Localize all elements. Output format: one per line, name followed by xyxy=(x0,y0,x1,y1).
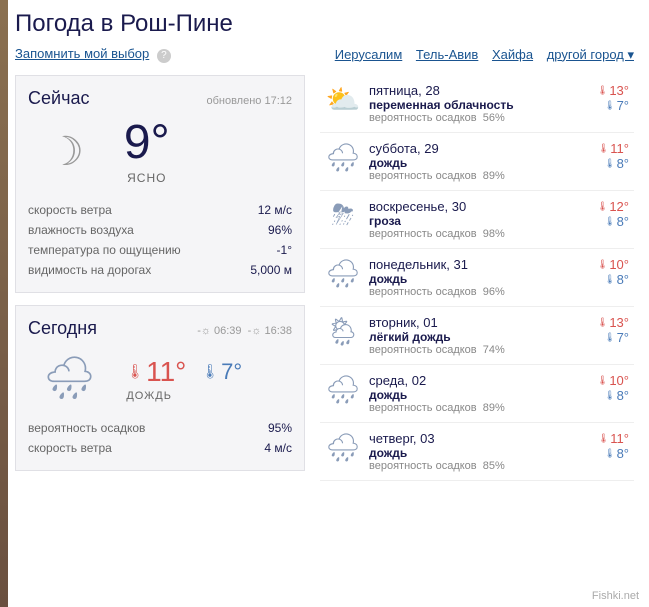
forecast-lo: 🌡8° xyxy=(597,272,629,287)
sunset: ☼ 16:38 xyxy=(251,325,292,337)
forecast-hi: 🌡13° xyxy=(597,315,629,330)
forecast-prob: вероятность осадков 89% xyxy=(369,170,590,182)
forecast-condition: переменная облачность xyxy=(369,98,589,112)
header: Погода в Рош-Пине xyxy=(15,10,634,38)
city-links: Иерусалим Тель-Авив Хайфа другой город ▾ xyxy=(325,47,634,63)
left-edge-decoration xyxy=(0,0,8,607)
city-link-jerusalem[interactable]: Иерусалим xyxy=(335,47,403,62)
today-condition: дождь xyxy=(126,390,242,402)
forecast-lo: 🌡7° xyxy=(597,98,629,113)
forecast-prob: вероятность осадков 98% xyxy=(369,228,589,240)
forecast-date: суббота, 29 xyxy=(369,141,590,156)
now-temp: 9° xyxy=(124,119,170,167)
forecast-condition: дождь xyxy=(369,446,590,460)
now-title: Сейчас xyxy=(28,88,89,109)
forecast-date: пятница, 28 xyxy=(369,83,589,98)
forecast-lo: 🌡8° xyxy=(598,446,629,461)
detail-visibility: видимость на дорогах5,000 м xyxy=(28,260,292,280)
forecast-prob: вероятность осадков 89% xyxy=(369,402,589,414)
forecast-lo: 🌡7° xyxy=(597,330,629,345)
rain-icon: 🌧 xyxy=(43,354,96,403)
forecast-day[interactable]: ⛅ пятница, 28переменная облачностьвероятн… xyxy=(320,75,634,133)
city-link-telaviv[interactable]: Тель-Авив xyxy=(416,47,478,62)
forecast-column: ⛅пятница, 28переменная облачностьвероятн… xyxy=(320,75,634,483)
moon-icon: ☽ xyxy=(48,129,84,175)
today-title: Сегодня xyxy=(28,318,97,339)
weather-widget: Погода в Рош-Пине Запомнить мой выбор ? … xyxy=(0,0,649,493)
forecast-lo: 🌡8° xyxy=(597,388,629,403)
page-title: Погода в Рош-Пине xyxy=(15,10,634,38)
detail-precip: вероятность осадков95% xyxy=(28,418,292,438)
weather-icon: 🌧 xyxy=(325,257,361,290)
remember-link[interactable]: Запомнить мой выбор xyxy=(15,46,149,61)
forecast-day[interactable]: 🌧 суббота, 29дождьвероятность осадков 89%… xyxy=(320,133,634,191)
detail-wind: скорость ветра12 м/с xyxy=(28,200,292,220)
weather-icon: ⛈ xyxy=(325,199,361,232)
now-condition: ясно xyxy=(124,171,170,185)
left-column: Сейчас обновлено 17:12 ☽ 9° ясно скорост… xyxy=(15,75,305,483)
today-card: Сегодня -☼ 06:39 -☼ 16:38 🌧 🌡11° 🌡7° дож… xyxy=(15,305,305,471)
help-icon[interactable]: ? xyxy=(157,49,171,63)
today-hi: 11° xyxy=(146,356,186,388)
thermometer-lo-icon: 🌡 xyxy=(201,363,219,380)
forecast-day[interactable]: 🌧 понедельник, 31дождьвероятность осадков… xyxy=(320,249,634,307)
detail-feels: температура по ощущению-1° xyxy=(28,240,292,260)
forecast-day[interactable]: 🌧 среда, 02дождьвероятность осадков 89% 🌡1… xyxy=(320,365,634,423)
forecast-prob: вероятность осадков 85% xyxy=(369,460,590,472)
main-content: Сейчас обновлено 17:12 ☽ 9° ясно скорост… xyxy=(15,75,634,483)
weather-icon: 🌦 xyxy=(325,315,361,348)
forecast-day[interactable]: 🌦 вторник, 01лёгкий дождьвероятность осад… xyxy=(320,307,634,365)
forecast-hi: 🌡10° xyxy=(597,373,629,388)
city-link-haifa[interactable]: Хайфа xyxy=(492,47,533,62)
city-link-other[interactable]: другой город ▾ xyxy=(547,47,634,62)
today-details: вероятность осадков95% скорость ветра4 м… xyxy=(28,418,292,458)
forecast-condition: дождь xyxy=(369,156,590,170)
forecast-date: среда, 02 xyxy=(369,373,589,388)
forecast-lo: 🌡8° xyxy=(597,214,629,229)
forecast-prob: вероятность осадков 74% xyxy=(369,344,589,356)
forecast-day[interactable]: ⛈ воскресенье, 30грозавероятность осадков… xyxy=(320,191,634,249)
forecast-hi: 🌡11° xyxy=(598,141,629,156)
forecast-date: четверг, 03 xyxy=(369,431,590,446)
now-details: скорость ветра12 м/с влажность воздуха96… xyxy=(28,200,292,280)
detail-humidity: влажность воздуха96% xyxy=(28,220,292,240)
watermark: Fishki.net xyxy=(592,590,639,602)
updated-time: обновлено 17:12 xyxy=(206,95,292,107)
forecast-condition: дождь xyxy=(369,388,589,402)
forecast-date: вторник, 01 xyxy=(369,315,589,330)
forecast-condition: лёгкий дождь xyxy=(369,330,589,344)
weather-icon: ⛅ xyxy=(325,83,361,116)
forecast-date: воскресенье, 30 xyxy=(369,199,589,214)
forecast-condition: гроза xyxy=(369,214,589,228)
detail-today-wind: скорость ветра4 м/с xyxy=(28,438,292,458)
subheader: Запомнить мой выбор ? Иерусалим Тель-Ави… xyxy=(15,46,634,63)
forecast-hi: 🌡10° xyxy=(597,257,629,272)
weather-icon: 🌧 xyxy=(325,141,361,174)
weather-icon: 🌧 xyxy=(325,431,361,464)
forecast-hi: 🌡11° xyxy=(598,431,629,446)
now-card: Сейчас обновлено 17:12 ☽ 9° ясно скорост… xyxy=(15,75,305,293)
forecast-lo: 🌡8° xyxy=(598,156,629,171)
forecast-hi: 🌡13° xyxy=(597,83,629,98)
forecast-condition: дождь xyxy=(369,272,589,286)
today-lo: 7° xyxy=(221,359,242,385)
forecast-date: понедельник, 31 xyxy=(369,257,589,272)
forecast-hi: 🌡12° xyxy=(597,199,629,214)
thermometer-hi-icon: 🌡 xyxy=(126,363,144,380)
weather-icon: 🌧 xyxy=(325,373,361,406)
forecast-day[interactable]: 🌧 четверг, 03дождьвероятность осадков 85%… xyxy=(320,423,634,481)
forecast-prob: вероятность осадков 56% xyxy=(369,112,589,124)
sunrise: ☼ 06:39 xyxy=(201,325,242,337)
forecast-prob: вероятность осадков 96% xyxy=(369,286,589,298)
